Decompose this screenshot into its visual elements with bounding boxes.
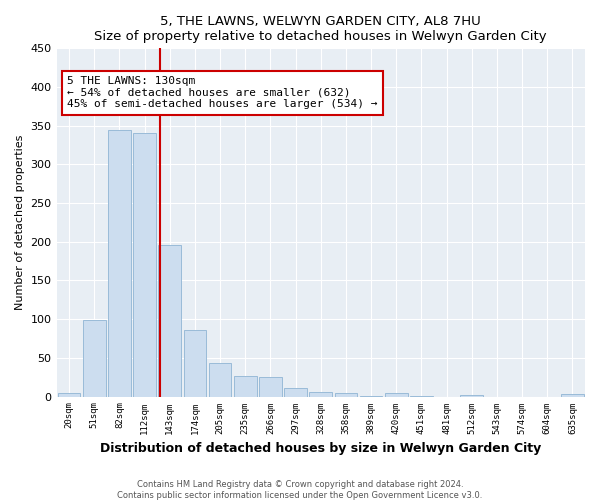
- Bar: [108, 130, 131, 396]
- Text: 5 THE LAWNS: 130sqm
← 54% of detached houses are smaller (632)
45% of semi-detac: 5 THE LAWNS: 130sqm ← 54% of detached ho…: [67, 76, 377, 110]
- Bar: [460, 395, 483, 396]
- X-axis label: Distribution of detached houses by size in Welwyn Garden City: Distribution of detached houses by size …: [100, 442, 541, 455]
- Bar: [158, 245, 181, 396]
- Bar: [83, 320, 106, 396]
- Bar: [310, 392, 332, 396]
- Bar: [133, 134, 156, 396]
- Bar: [184, 330, 206, 396]
- Bar: [385, 392, 407, 396]
- Bar: [335, 392, 357, 396]
- Bar: [58, 392, 80, 396]
- Text: Contains HM Land Registry data © Crown copyright and database right 2024.
Contai: Contains HM Land Registry data © Crown c…: [118, 480, 482, 500]
- Bar: [209, 362, 232, 396]
- Bar: [561, 394, 584, 396]
- Y-axis label: Number of detached properties: Number of detached properties: [15, 135, 25, 310]
- Bar: [259, 377, 282, 396]
- Bar: [284, 388, 307, 396]
- Bar: [234, 376, 257, 396]
- Title: 5, THE LAWNS, WELWYN GARDEN CITY, AL8 7HU
Size of property relative to detached : 5, THE LAWNS, WELWYN GARDEN CITY, AL8 7H…: [94, 15, 547, 43]
